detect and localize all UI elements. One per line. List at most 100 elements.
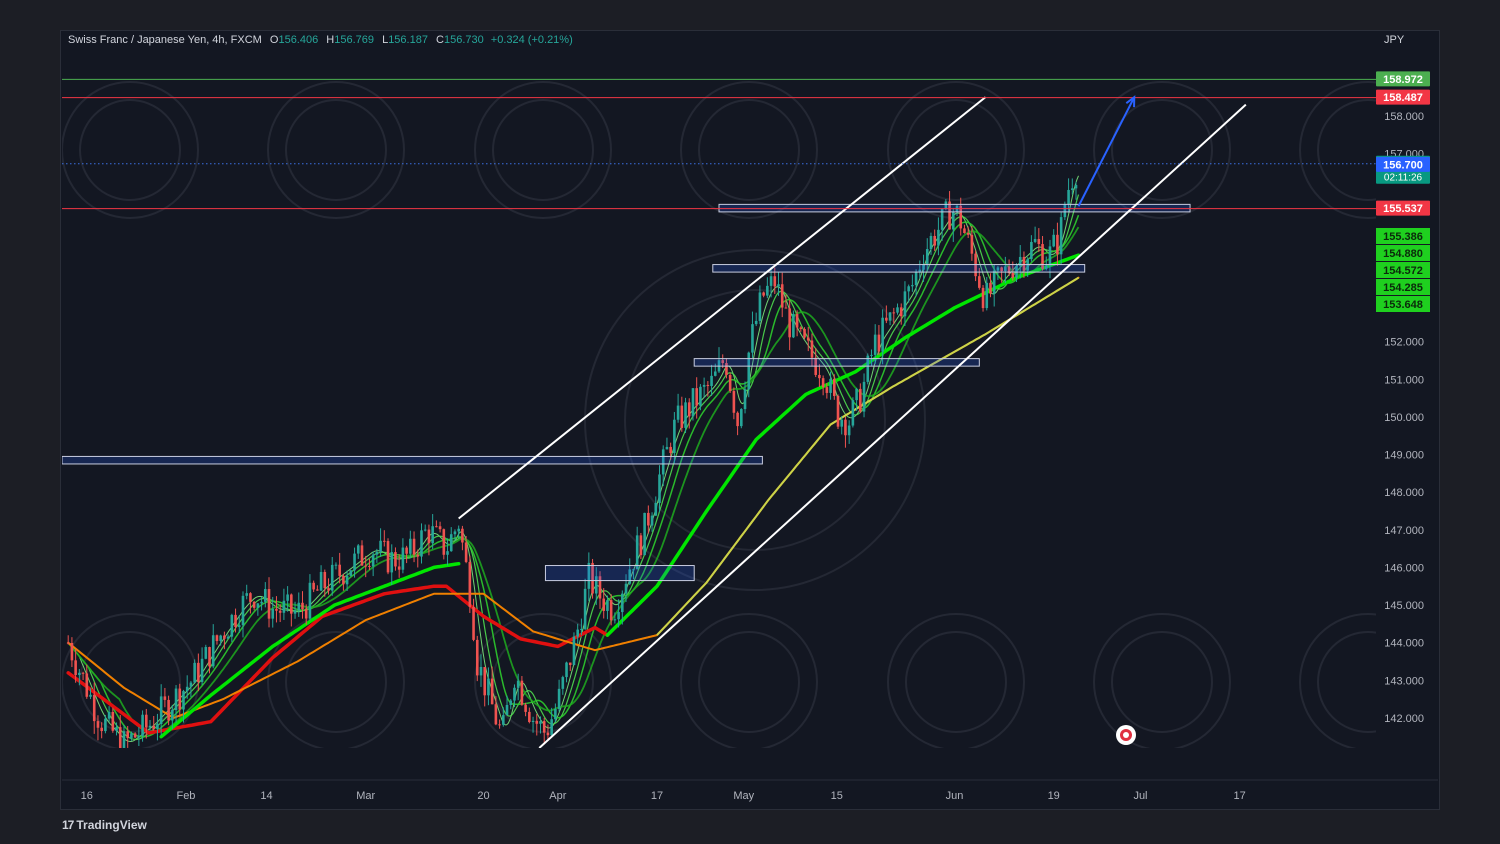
level-price-tag-3: 156.700	[1376, 156, 1430, 172]
candle-body	[550, 719, 553, 736]
ma-price-tag-0: 155.386	[1376, 228, 1430, 244]
candle-body	[561, 677, 565, 689]
candle-body	[282, 600, 286, 613]
candle-body	[528, 711, 531, 722]
candle-body	[970, 234, 974, 254]
candle-body	[111, 711, 115, 731]
candle-body	[1033, 239, 1037, 242]
watermark-ring-1-6	[1299, 613, 1376, 748]
watermark-inner-ring-1-1	[285, 631, 387, 733]
candle-body	[479, 666, 483, 676]
candle-body	[438, 526, 442, 530]
candle-body	[1048, 246, 1052, 266]
candle-body	[1030, 241, 1033, 260]
watermark-inner-ring-1-3	[698, 631, 800, 733]
watermark-ring-1-3	[680, 613, 818, 748]
candle-body	[379, 540, 382, 552]
candle-body	[442, 529, 446, 555]
ma-price-tag-2-bg	[1376, 262, 1430, 278]
candle-body	[795, 314, 799, 328]
candle-body	[293, 610, 297, 614]
candle-body	[174, 688, 178, 711]
x-tick-label-10: 19	[1048, 790, 1060, 802]
candle-body	[304, 609, 308, 619]
close-value: 156.730	[443, 34, 484, 46]
candle-body	[182, 691, 185, 710]
candle-body	[613, 619, 617, 621]
candle-body	[554, 708, 557, 720]
candle-body	[301, 602, 304, 610]
candle-body	[981, 287, 985, 309]
watermark-large-ring	[584, 249, 926, 591]
candle-body	[766, 285, 769, 296]
candle-body	[405, 547, 408, 554]
candle-body	[762, 292, 765, 296]
chart-pane[interactable]	[60, 30, 1440, 810]
candle-body	[647, 512, 650, 526]
high-value: 156.769	[334, 34, 374, 46]
projection-arrow-line	[1077, 96, 1136, 207]
candle-body	[940, 208, 944, 230]
candle-body	[223, 635, 226, 639]
ma-price-tag-2: 154.572	[1376, 262, 1430, 278]
level-price-tag-2-subtext: 02:11:26	[1384, 173, 1423, 184]
candle-body	[710, 375, 713, 387]
candle-body	[364, 565, 368, 567]
candle-body	[758, 292, 762, 321]
y-tick-label-8: 150.000	[1384, 412, 1424, 424]
tradingview-logo[interactable]: 17 TradingView	[62, 818, 147, 832]
candle-body	[122, 731, 126, 748]
candle-body	[907, 286, 910, 292]
candle-body	[1056, 234, 1059, 255]
candle-body	[903, 291, 907, 317]
candle-body	[695, 388, 698, 406]
candle-body	[736, 412, 739, 427]
candle-body	[208, 647, 211, 667]
low-label: L	[382, 34, 389, 46]
candle-body	[435, 526, 438, 528]
ma-ribbon-line-2	[67, 214, 1080, 738]
candle-body	[334, 564, 338, 566]
ma-price-tag-4-bg	[1376, 296, 1430, 312]
zone-box-4	[544, 565, 695, 582]
candles-group	[66, 178, 1078, 748]
candle-body	[159, 696, 163, 724]
ma-price-tag-3-bg	[1376, 279, 1430, 295]
x-tick-label-1: Feb	[176, 790, 195, 802]
watermark-inner-ring-1-6	[1317, 631, 1376, 733]
y-tick-label-9: 151.000	[1384, 374, 1424, 386]
candle-body	[316, 589, 319, 591]
candle-body	[502, 715, 505, 725]
candle-body	[929, 235, 933, 250]
candle-body	[323, 571, 327, 589]
candle-body	[713, 371, 717, 376]
candle-body	[747, 352, 751, 390]
candle-body	[1000, 267, 1003, 272]
candle-body	[271, 608, 275, 619]
candle-body	[252, 601, 256, 608]
record-marker-icon-dot	[1123, 732, 1129, 738]
candle-body	[74, 660, 77, 675]
change-value: +0.324 (+0.21%)	[490, 34, 573, 46]
level-price-tag-0-bg	[1376, 71, 1430, 87]
candle-body	[706, 384, 710, 387]
x-tick-label-6: 17	[651, 790, 663, 802]
candle-body	[104, 718, 107, 732]
candle-body	[520, 680, 524, 705]
candle-body	[996, 267, 1000, 271]
candle-body	[156, 723, 159, 730]
candle-body	[193, 662, 196, 683]
candle-body	[992, 270, 996, 294]
candle-body	[349, 570, 353, 576]
candle-body	[178, 688, 182, 710]
candle-body	[330, 564, 334, 591]
candle-body	[877, 334, 881, 352]
candle-body	[740, 409, 743, 427]
candle-body	[832, 378, 836, 396]
candle-body	[308, 582, 312, 619]
candle-body	[92, 694, 96, 722]
x-tick-label-3: Mar	[356, 790, 375, 802]
candle-body	[821, 378, 825, 388]
